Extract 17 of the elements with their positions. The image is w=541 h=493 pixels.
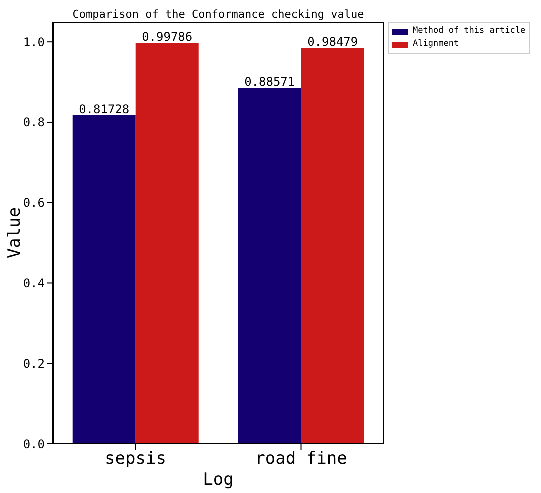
data-label: 0.88571 bbox=[244, 75, 296, 90]
y-tick-label: 0.6 bbox=[23, 196, 45, 210]
y-tick-label: 0.2 bbox=[23, 356, 45, 371]
x-axis-title: Log bbox=[202, 470, 235, 490]
y-tick-label: 0.0 bbox=[23, 437, 45, 452]
data-label: 0.98479 bbox=[308, 35, 358, 50]
y-tick-label: 0.8 bbox=[23, 116, 45, 130]
y-tick-label: 1.0 bbox=[23, 35, 45, 50]
x-tick-label: road fine bbox=[255, 449, 348, 470]
chart-title: Comparison of the Conformance checking value bbox=[72, 8, 366, 21]
y-axis-title: Value bbox=[5, 207, 25, 259]
legend-label: Method of this article bbox=[413, 25, 526, 38]
data-label: 0.81728 bbox=[79, 102, 130, 117]
y-tick-label: 0.4 bbox=[23, 276, 45, 290]
x-tick-label: sepsis bbox=[105, 449, 166, 470]
legend-label: Alignment bbox=[413, 38, 460, 51]
data-label: 0.99786 bbox=[142, 30, 193, 44]
